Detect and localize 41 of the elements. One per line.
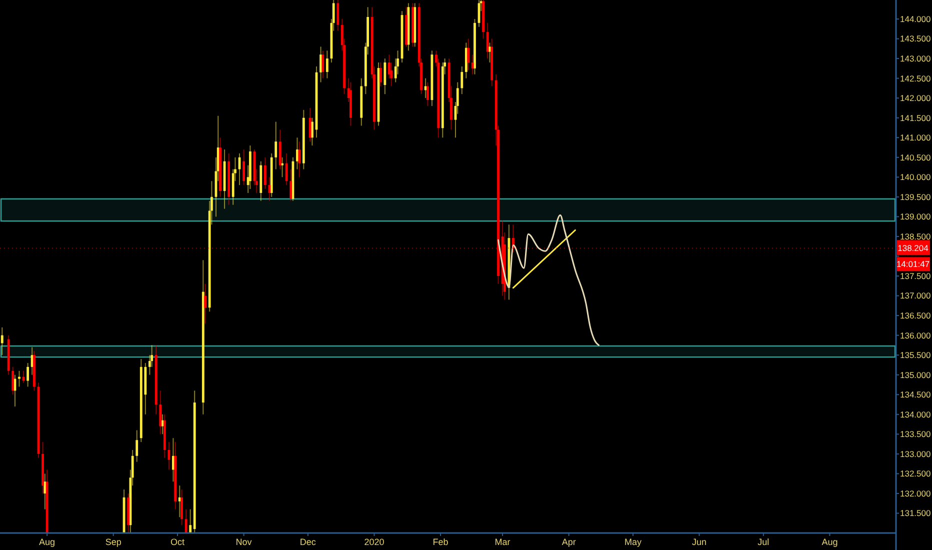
- x-tick-label: Aug: [39, 537, 56, 547]
- y-tick-label: 140.000: [900, 172, 931, 182]
- text: 14:01:47: [896, 259, 930, 270]
- y-tick-label: 138.500: [900, 231, 931, 242]
- x-tick-label: Mar: [494, 537, 510, 547]
- y-tick-label: 143.500: [900, 34, 931, 44]
- y-tick-label: 139.500: [900, 192, 931, 202]
- y-tick-label: 134.000: [900, 409, 931, 420]
- x-tick-label: May: [624, 537, 642, 547]
- x-tick-label: Nov: [236, 537, 252, 547]
- y-tick-label: 137.500: [900, 270, 931, 281]
- y-tick-label: 135.000: [900, 370, 931, 380]
- y-tick-label: 139.000: [900, 212, 931, 222]
- x-tick-label: Jun: [692, 537, 707, 547]
- y-tick-label: 144.000: [900, 14, 931, 24]
- x-tick-label: Apr: [562, 537, 576, 547]
- y-tick-label: 142.500: [900, 73, 931, 84]
- y-tick-label: 131.500: [900, 508, 931, 518]
- y-tick-label: 137.000: [900, 290, 931, 301]
- x-tick-label: 2020: [364, 537, 384, 547]
- y-tick-label: 134.500: [900, 390, 931, 400]
- y-tick-label: 141.500: [900, 112, 931, 123]
- y-tick-label: 132.000: [900, 488, 931, 498]
- y-tick-label: 132.500: [900, 468, 931, 479]
- y-tick-label: 135.500: [900, 350, 931, 360]
- x-tick-label: Dec: [300, 537, 316, 547]
- y-tick-label: 141.000: [900, 132, 931, 143]
- ref-line-label: 138.204: [898, 243, 929, 254]
- x-tick-label: Feb: [432, 537, 448, 547]
- y-tick-label: 136.500: [900, 310, 931, 321]
- y-tick-label: 143.000: [900, 53, 931, 64]
- x-tick-label: Sep: [105, 537, 122, 547]
- y-tick-label: 136.000: [900, 330, 931, 340]
- line-series: [498, 214, 600, 346]
- y-tick-label: 133.000: [900, 448, 931, 459]
- x-tick-label: Oct: [170, 537, 185, 547]
- y-tick-label: 133.500: [900, 429, 931, 440]
- x-tick-label: Jul: [758, 537, 770, 547]
- x-tick-label: Aug: [822, 537, 838, 547]
- y-tick-label: 142.000: [900, 93, 931, 104]
- y-tick-label: 140.500: [900, 152, 931, 162]
